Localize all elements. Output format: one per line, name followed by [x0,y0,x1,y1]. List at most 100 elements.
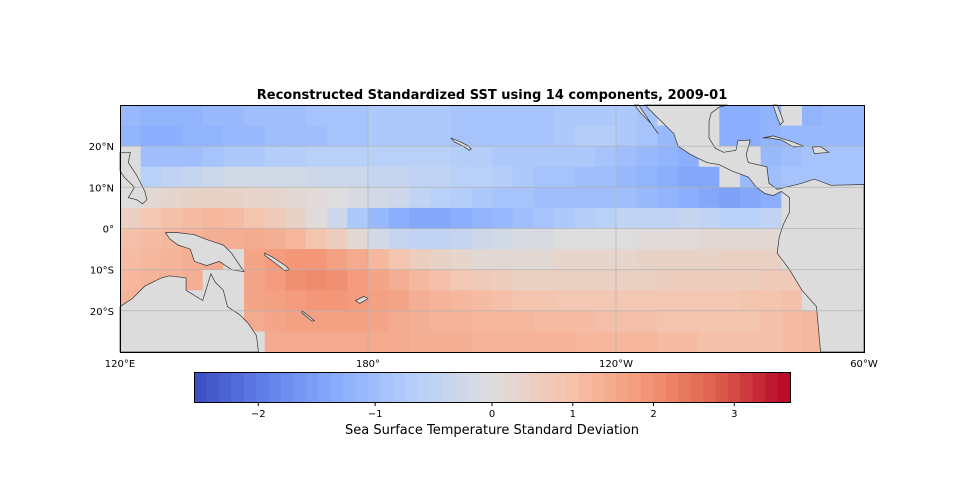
heatmap-cell [244,207,266,229]
heatmap-cell [264,331,286,353]
colorbar-band [318,372,332,402]
heatmap-cell [285,125,307,147]
heatmap-cell [595,125,617,147]
heatmap-cell [120,249,142,271]
heatmap-cell [781,290,803,312]
colorbar-band [690,372,704,402]
colorbar-band [293,372,307,402]
heatmap-cell [140,125,162,147]
heatmap-cell [388,187,410,209]
heatmap-cell [512,166,534,188]
heatmap-cell [698,187,720,209]
heatmap-cell [533,187,555,209]
heatmap-cell [326,166,348,188]
heatmap-cell [182,207,204,229]
heatmap-cell [616,331,638,353]
colorbar-band [442,372,456,402]
map-frame [120,105,865,353]
heatmap-cell [595,228,617,250]
heatmap-cell [533,105,555,127]
heatmap-cell [616,290,638,312]
heatmap-cell [843,105,865,127]
heatmap-cell [471,105,493,127]
heatmap-cell [450,187,472,209]
heatmap-cell [264,187,286,209]
heatmap-cell [616,249,638,271]
heatmap-cell [554,310,576,332]
heatmap-cell [347,146,369,168]
heatmap-cell [347,125,369,147]
heatmap-cell [326,310,348,332]
heatmap-cell [223,125,245,147]
heatmap-cell [430,125,452,147]
heatmap-cell [264,228,286,250]
heatmap-cell [430,166,452,188]
heatmap-cell [285,207,307,229]
heatmap-cell [719,310,741,332]
new-caledonia-landmass [301,310,316,322]
y-tick-label: 20°N [89,142,114,153]
heatmap-cell [409,290,431,312]
heatmap-cell [347,331,369,353]
heatmap-cell [264,166,286,188]
x-tick-label: 120°E [105,359,135,370]
heatmap-cell [326,331,348,353]
heatmap-cell [450,105,472,127]
heatmap-cell [347,310,369,332]
colorbar-band [355,372,369,402]
heatmap-cell [347,166,369,188]
heatmap-cell [223,187,245,209]
colorbar-band [665,372,679,402]
heatmap-cell [368,249,390,271]
heatmap-cell [719,269,741,291]
heatmap-cell [492,269,514,291]
heatmap-cell [388,249,410,271]
heatmap-cell [202,125,224,147]
colorbar-band [380,372,394,402]
heatmap-cell [554,166,576,188]
y-tick-label: 10°S [90,266,114,277]
heatmap-cell [492,331,514,353]
heatmap-cell [554,290,576,312]
heatmap-cell [657,228,679,250]
heatmap-cell [678,207,700,229]
heatmap-cell [326,290,348,312]
heatmap-cell [306,146,328,168]
heatmap-cell [285,310,307,332]
heatmap-cell [512,310,534,332]
heatmap-cell [719,105,741,127]
heatmap-cell [409,310,431,332]
heatmap-cell [409,146,431,168]
heatmap-cell [471,166,493,188]
land-layer [119,104,865,353]
colorbar-band [603,372,617,402]
colorbar-band [628,372,642,402]
colorbar-band [727,372,741,402]
heatmap-cell [636,290,658,312]
colorbar-band [243,372,257,402]
heatmap-cell [306,310,328,332]
colorbar-band [280,372,294,402]
heatmap-cell [802,105,824,127]
heatmap-cell [636,187,658,209]
map-title: Reconstructed Standardized SST using 14 … [257,88,728,103]
heatmap-cell [760,207,782,229]
colorbar-band [591,372,605,402]
heatmap-cell [120,105,142,127]
heatmap-cell [533,310,555,332]
colorbar-band [454,372,468,402]
heatmap-cell [326,125,348,147]
heatmap-cell [140,228,162,250]
heatmap-cell [760,310,782,332]
heatmap-cell [595,310,617,332]
heatmap-cell [698,310,720,332]
heatmap-cell [843,146,865,168]
heatmap-cell [636,310,658,332]
heatmap-cell [760,331,782,353]
heatmap-cell [430,207,452,229]
heatmap-cell [368,105,390,127]
heatmap-cell [326,146,348,168]
heatmap-cell [264,207,286,229]
heatmap-cell [698,207,720,229]
colorbar-band [752,372,766,402]
